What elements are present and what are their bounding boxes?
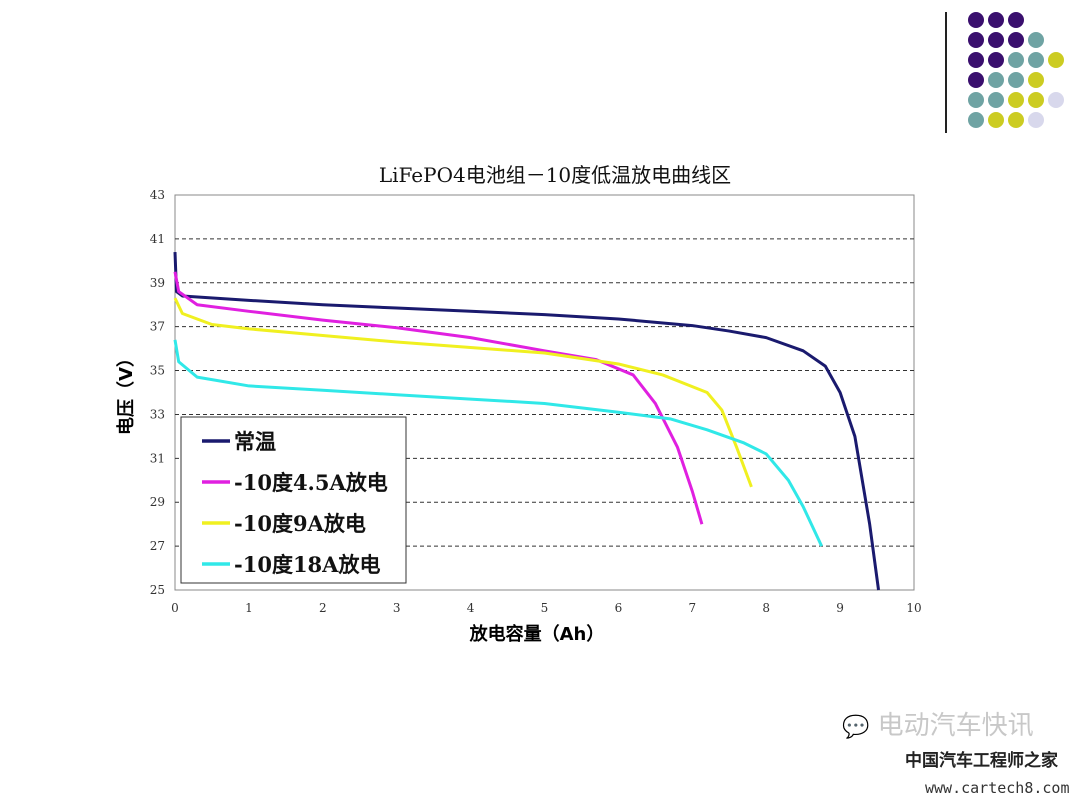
decor-dot (1048, 92, 1064, 108)
watermark-site-name: 中国汽车工程师之家 (905, 751, 1058, 771)
y-tick-label: 29 (150, 495, 165, 509)
wechat-icon: 💬 (842, 715, 870, 740)
series-line (173, 271, 704, 525)
decor-dot (968, 92, 984, 108)
x-tick-label: 3 (393, 601, 401, 615)
y-tick-label: 43 (150, 188, 165, 202)
legend-label: -10度4.5A放电 (234, 470, 388, 495)
y-tick-label: 41 (150, 232, 165, 246)
decor-dot (988, 72, 1004, 88)
y-tick-label: 25 (150, 583, 165, 597)
decor-dot (988, 32, 1004, 48)
series-line (173, 297, 753, 488)
x-tick-label: 6 (615, 601, 623, 615)
x-tick-label: 5 (541, 601, 549, 615)
series-line (173, 339, 823, 547)
decor-dot (968, 112, 984, 128)
decor-dot (1008, 112, 1024, 128)
decor-dot (968, 52, 984, 68)
legend-label: 常温 (234, 429, 276, 454)
decor-dot (1028, 112, 1044, 128)
y-tick-label: 35 (150, 364, 165, 378)
y-tick-label: 27 (150, 539, 165, 553)
decor-dot (1048, 52, 1064, 68)
decor-dot (1028, 32, 1044, 48)
y-tick-label: 37 (150, 320, 165, 334)
chart-title: LiFePO4电池组－10度低温放电曲线区 (379, 163, 731, 187)
decor-dot (1008, 12, 1024, 28)
x-tick-label: 0 (171, 601, 179, 615)
x-tick-label: 4 (467, 601, 475, 615)
x-tick-label: 7 (688, 601, 696, 615)
y-tick-label: 39 (150, 276, 165, 290)
x-tick-label: 10 (906, 601, 921, 615)
series-line (173, 251, 881, 591)
decor-dot (968, 12, 984, 28)
decor-dot (1028, 52, 1044, 68)
y-axis-label: 电压（V） (115, 349, 137, 435)
decor-dot-grid (968, 12, 1064, 128)
x-tick-label: 2 (319, 601, 327, 615)
decor-dot (1008, 52, 1024, 68)
watermark-source: 💬 电动汽车快讯 (842, 711, 1034, 741)
decor-dot (988, 92, 1004, 108)
decor-dot (968, 32, 984, 48)
legend: 常温 -10度4.5A放电 -10度9A放电 -10度18A放电 (180, 416, 407, 584)
legend-label: -10度18A放电 (234, 552, 380, 577)
decor-dot (988, 112, 1004, 128)
x-axis-label: 放电容量（Ah） (469, 623, 605, 645)
y-tick-label: 31 (150, 451, 165, 465)
decor-dot (1008, 32, 1024, 48)
x-tick-label: 1 (245, 601, 253, 615)
decor-dot (1008, 72, 1024, 88)
decor-dot (988, 12, 1004, 28)
decor-dot (968, 72, 984, 88)
decor-dot (988, 52, 1004, 68)
legend-label: -10度9A放电 (234, 511, 366, 536)
x-tick-label: 9 (836, 601, 844, 615)
decor-dot (1008, 92, 1024, 108)
watermark-url: www.cartech8.com (925, 779, 1070, 797)
decor-dot (1028, 72, 1044, 88)
y-tick-label: 33 (150, 407, 165, 421)
x-tick-label: 8 (762, 601, 770, 615)
decor-dot (1028, 92, 1044, 108)
